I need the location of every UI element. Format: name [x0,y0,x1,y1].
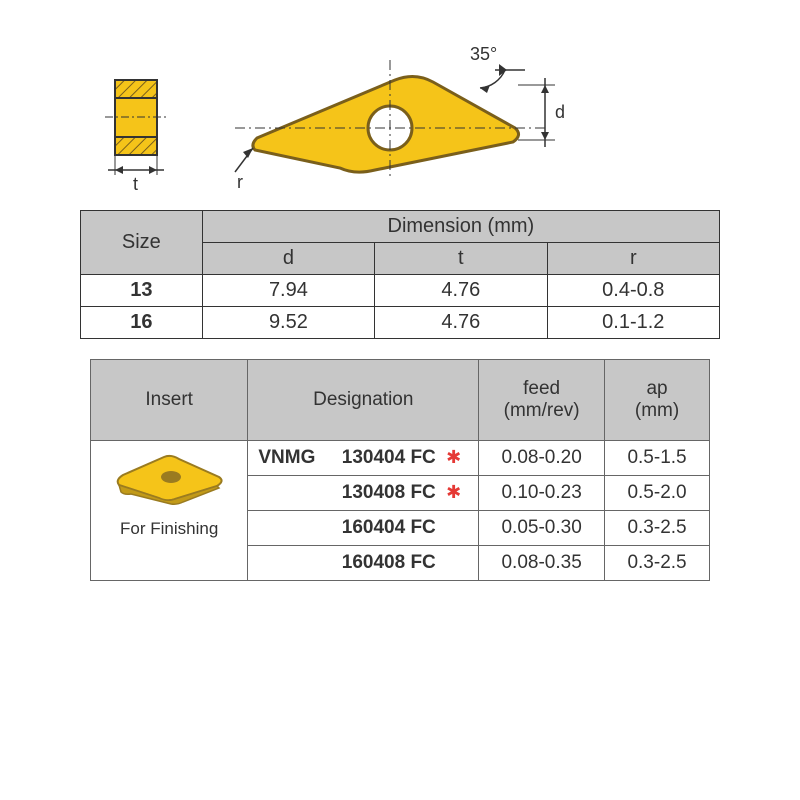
cell-t: 4.76 [375,307,547,339]
dimension-header: Dimension (mm) [202,211,719,243]
size-header: Size [81,211,203,275]
code: 160404 FC [342,517,436,538]
feed-cell: 0.08-0.35 [479,546,605,581]
d-label: d [555,102,565,122]
table-row: For Finishing VNMG 130404 FC ✱ 0.08-0.20… [91,441,710,476]
designation-cell: VNMG 130404 FC ✱ [248,441,479,476]
designation-header: Designation [248,360,479,441]
t-label: t [133,174,138,194]
top-view-diagram: r 35° d [215,40,575,195]
code: 160408 FC [342,552,436,573]
col-r: r [547,243,719,275]
ap-header: ap (mm) [605,360,710,441]
spec-table: Insert Designation feed (mm/rev) ap (mm)… [90,359,710,581]
star-icon: ✱ [441,447,461,467]
code: 130404 FC [342,447,436,468]
feed-header: feed (mm/rev) [479,360,605,441]
angle-label: 35° [470,44,497,64]
designation-cell: VNMG 160404 FC [248,511,479,546]
insert-header: Insert [91,360,248,441]
col-t: t [375,243,547,275]
feed-cell: 0.08-0.20 [479,441,605,476]
code: 130408 FC [342,482,436,503]
ap-cell: 0.5-2.0 [605,476,710,511]
dimension-table: Size Dimension (mm) d t r 13 7.94 4.76 0… [80,210,720,339]
feed-cell: 0.05-0.30 [479,511,605,546]
insert-icon [109,447,229,507]
cell-size: 13 [81,275,203,307]
insert-cell: For Finishing [91,441,248,581]
side-view-diagram: t [100,70,185,195]
insert-caption: For Finishing [99,519,239,539]
designation-cell: VNMG 130408 FC ✱ [248,476,479,511]
page-container: t r 35° d [0,0,800,800]
cell-size: 16 [81,307,203,339]
diagram-row: t r 35° d [100,40,730,195]
table-row: 16 9.52 4.76 0.1-1.2 [81,307,720,339]
cell-d: 7.94 [202,275,374,307]
cell-t: 4.76 [375,275,547,307]
ap-cell: 0.3-2.5 [605,546,710,581]
vnmg-label: VNMG [258,447,315,468]
ap-cell: 0.3-2.5 [605,511,710,546]
table-row: 13 7.94 4.76 0.4-0.8 [81,275,720,307]
cell-r: 0.4-0.8 [547,275,719,307]
star-icon: ✱ [441,482,461,502]
r-label: r [237,172,243,192]
cell-r: 0.1-1.2 [547,307,719,339]
cell-d: 9.52 [202,307,374,339]
col-d: d [202,243,374,275]
ap-cell: 0.5-1.5 [605,441,710,476]
designation-cell: VNMG 160408 FC [248,546,479,581]
feed-cell: 0.10-0.23 [479,476,605,511]
